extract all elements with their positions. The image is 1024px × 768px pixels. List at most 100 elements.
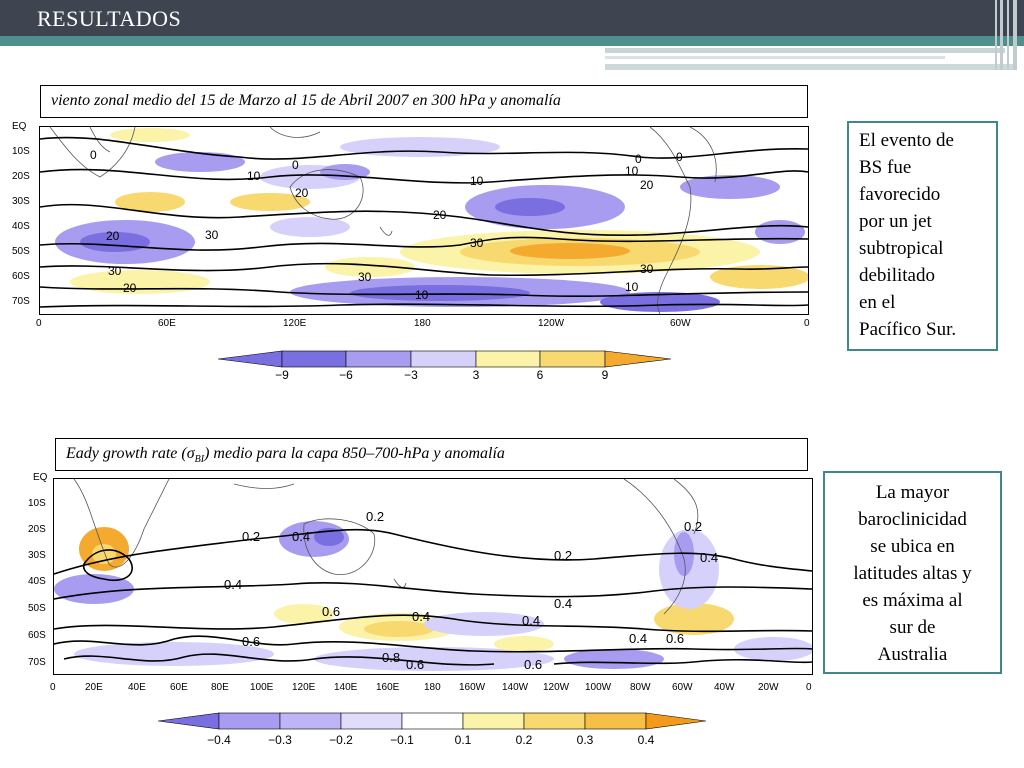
lon-label: 60W <box>670 318 691 329</box>
contour-label: 0.2 <box>366 509 384 524</box>
contour-label: 0.4 <box>522 613 540 628</box>
contour-label: 0.6 <box>406 657 424 672</box>
contour-label: 0 <box>676 150 683 164</box>
contour-label: 0.6 <box>666 631 684 646</box>
colorbar-label: −3 <box>404 368 418 382</box>
summary-line: latitudes altas y <box>853 563 972 584</box>
colorbar-label: −9 <box>275 368 289 382</box>
accent-line <box>1013 0 1017 70</box>
lat-label: 20S <box>12 171 30 182</box>
summary-line: se ubica en <box>870 536 955 557</box>
teal-band <box>0 36 1024 46</box>
summary-line: favorecido <box>859 184 941 205</box>
contour-label: 30 <box>640 262 654 276</box>
lat-label: 50S <box>12 246 30 257</box>
lat-label: EQ <box>33 472 48 483</box>
lat-label: 30S <box>28 550 46 561</box>
accent-line <box>995 0 997 70</box>
accent-line <box>1007 0 1009 70</box>
anomaly-shading <box>55 128 810 312</box>
lat-label: 60S <box>12 271 30 282</box>
lon-label: 180 <box>424 682 441 693</box>
lon-label: 80E <box>211 682 229 693</box>
lon-label: 80W <box>630 682 651 693</box>
contour-label: 0.6 <box>242 634 260 649</box>
anomaly-shading <box>54 521 814 671</box>
lat-label: 10S <box>28 498 46 509</box>
lon-label: 0 <box>806 682 812 693</box>
lon-label: 40E <box>128 682 146 693</box>
contour-label: 20 <box>106 229 120 243</box>
colorbar-label: −0.2 <box>329 733 353 747</box>
lon-label: 120W <box>538 318 565 329</box>
lon-label: 0 <box>50 682 56 693</box>
contour-label: 0.4 <box>700 550 718 565</box>
lat-label: 10S <box>12 146 30 157</box>
lon-label: 120E <box>292 682 316 693</box>
colorbar-label: −6 <box>339 368 353 382</box>
contour-label: 0.2 <box>242 529 260 544</box>
contour-label: 0 <box>90 148 97 162</box>
contour-label: 30 <box>358 270 372 284</box>
lon-label: 60E <box>158 318 176 329</box>
top-contour-labels: 0 0 0 0 10 10 10 10 20 20 20 20 20 30 30… <box>90 148 683 302</box>
contour-label: 30 <box>108 264 122 278</box>
eady-growth-map: 0.2 0.2 0.2 0.2 0.4 0.4 0.4 0.4 0.4 0.4 … <box>53 478 814 675</box>
colorbar-label: −0.3 <box>268 733 292 747</box>
summary-line: BS fue <box>859 157 912 178</box>
sigma-symbol: σ <box>186 445 195 462</box>
zonal-wind-map-svg: 0 0 0 0 10 10 10 10 20 20 20 20 20 30 30… <box>39 126 810 315</box>
lon-label: 100E <box>250 682 274 693</box>
accent-line <box>605 56 945 59</box>
summary-line: Pacífico Sur. <box>859 319 957 340</box>
contour-label: 20 <box>433 208 447 222</box>
lon-label: 160W <box>459 682 486 693</box>
accent-line <box>605 48 1005 53</box>
eady-contours <box>53 528 813 666</box>
coastlines <box>73 478 699 615</box>
bottom-map-caption: Eady growth rate (σBI) medio para la cap… <box>55 438 808 471</box>
lon-label: 40W <box>714 682 735 693</box>
summary-line: La mayor <box>875 482 950 503</box>
lon-label: 20E <box>85 682 103 693</box>
top-colorbar <box>218 350 672 368</box>
contour-label: 20 <box>123 281 137 295</box>
contour-label: 0.4 <box>292 529 310 544</box>
contour-label: 10 <box>470 174 484 188</box>
lat-label: 70S <box>28 657 46 668</box>
contour-label: 10 <box>625 164 639 178</box>
lon-label: 100W <box>585 682 612 693</box>
lon-label: 60W <box>672 682 693 693</box>
lon-label: 20W <box>758 682 779 693</box>
contour-label: 10 <box>625 280 639 294</box>
lat-label: 60S <box>28 630 46 641</box>
colorbar-label: 6 <box>536 368 544 382</box>
contour-label: 30 <box>470 236 484 250</box>
contour-label: 0 <box>292 158 299 172</box>
summary-line: Australia <box>877 644 948 665</box>
summary-line: es máxima al <box>862 590 963 611</box>
lat-label: 50S <box>28 603 46 614</box>
lat-label: 40S <box>28 576 46 587</box>
contour-label: 10 <box>415 288 429 302</box>
lat-label: EQ <box>12 121 27 132</box>
top-map-caption-text: viento zonal medio del 15 de Marzo al 15… <box>51 92 561 109</box>
bottom-colorbar <box>158 712 707 730</box>
contour-label: 30 <box>205 228 219 242</box>
colorbar-label: 0.3 <box>576 733 594 747</box>
contour-label: 0 <box>635 152 642 166</box>
summary-line: baroclinicidad <box>858 509 967 530</box>
contour-label: 0.2 <box>554 548 572 563</box>
lon-label: 120E <box>283 318 307 329</box>
sigma-subscript: BI <box>194 454 205 466</box>
contour-label: 0.2 <box>684 519 702 534</box>
lon-label: 0 <box>36 318 42 329</box>
wind-contours <box>39 136 809 308</box>
contour-label: 0.6 <box>322 604 340 619</box>
summary-line: debilitado <box>859 265 935 286</box>
lat-label: 30S <box>12 196 30 207</box>
contour-label: 0.8 <box>382 650 400 665</box>
accent-line <box>605 64 1015 70</box>
lat-label: 40S <box>12 221 30 232</box>
summary-line: sur de <box>889 617 936 638</box>
